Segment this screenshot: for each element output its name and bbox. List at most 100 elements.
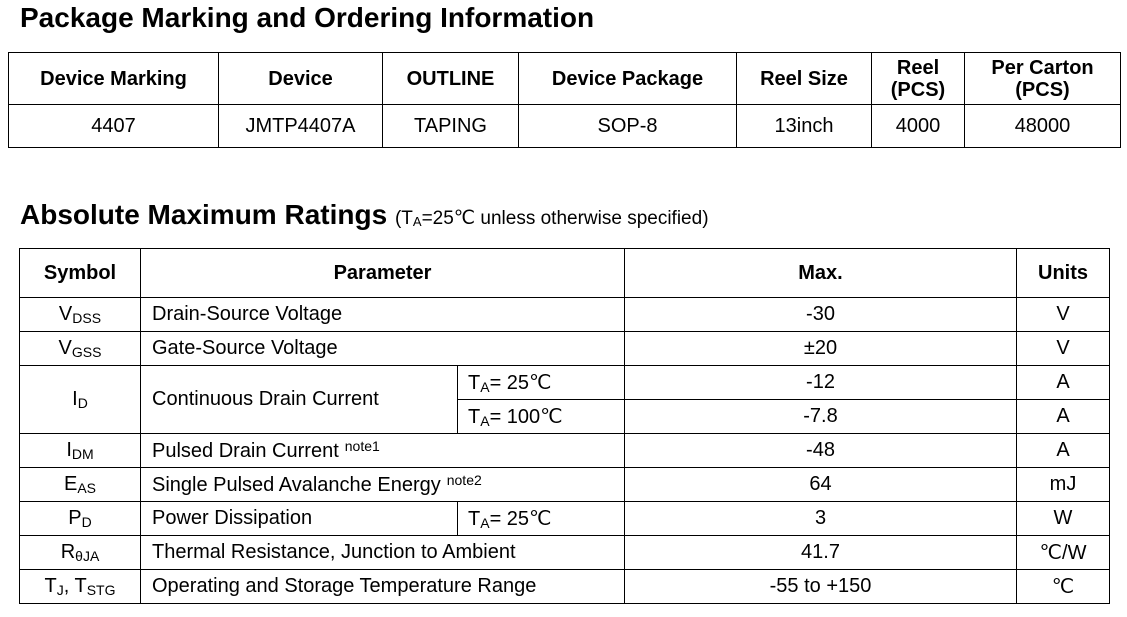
table-row: EAS Single Pulsed Avalanche Energy note2 … <box>19 467 1110 502</box>
param-rtheta: Thermal Resistance, Junction to Ambient <box>140 535 625 570</box>
max-pd: 3 <box>624 501 1017 536</box>
header-device-marking: Device Marking <box>8 52 219 105</box>
cell-device: JMTP4407A <box>218 104 383 148</box>
symbol-sub: J <box>56 582 64 598</box>
ordering-table: Device Marking Device OUTLINE Device Pac… <box>8 52 1121 148</box>
unit-id-25: A <box>1016 365 1110 400</box>
param-tj: Operating and Storage Temperature Range <box>140 569 625 604</box>
header-device: Device <box>218 52 383 105</box>
table-row: VDSS Drain-Source Voltage -30 V <box>19 297 1110 332</box>
param-idm-cell: Pulsed Drain Current note1 <box>140 433 625 468</box>
symbol-sub: D <box>81 514 92 530</box>
symbol-main: I <box>72 388 78 410</box>
symbol-main: P <box>68 507 82 529</box>
unit-tj: ℃ <box>1016 569 1110 604</box>
condition-id-100: TA= 100℃ <box>457 399 625 434</box>
symbol-sub: θJA <box>75 548 100 564</box>
ordering-header-row: Device Marking Device OUTLINE Device Pac… <box>8 52 1121 105</box>
table-row: IDM Pulsed Drain Current note1 -48 A <box>19 433 1110 468</box>
symbol-tj-tstg: TJ, TSTG <box>19 569 141 604</box>
cond-value: = 100℃ <box>489 406 563 428</box>
table-row: PD Power Dissipation TA= 25℃ 3 W <box>19 501 1110 536</box>
symbol-main: I <box>66 439 72 461</box>
max-vgss: ±20 <box>624 331 1017 366</box>
symbol-main: E <box>63 473 78 495</box>
symbol-main: V <box>58 303 73 325</box>
symbol-pd: PD <box>19 501 141 536</box>
cell-outline: TAPING <box>382 104 519 148</box>
header-device-package: Device Package <box>518 52 737 105</box>
cond-main: T <box>468 508 481 530</box>
header-outline: OUTLINE <box>382 52 519 105</box>
ratings-title-block: Absolute Maximum Ratings (TA=25℃ unless … <box>20 201 709 229</box>
condition-id-25: TA= 25℃ <box>457 365 625 400</box>
cell-device-package: SOP-8 <box>518 104 737 148</box>
cond-sub: A <box>480 379 490 395</box>
param-eas-cell: Single Pulsed Avalanche Energy note2 <box>140 467 625 502</box>
max-idm: -48 <box>624 433 1017 468</box>
ratings-condition: (TA=25℃ unless otherwise specified) <box>395 208 709 229</box>
param-pd: Power Dissipation <box>140 501 458 536</box>
cell-reel-size: 13inch <box>736 104 872 148</box>
header-parameter: Parameter <box>140 248 625 298</box>
footnote-ref: note1 <box>344 438 380 454</box>
cell-device-marking: 4407 <box>8 104 219 148</box>
table-row: TJ, TSTG Operating and Storage Temperatu… <box>19 569 1110 604</box>
footnote-ref: note2 <box>446 472 482 488</box>
table-row: 4407 JMTP4407A TAPING SOP-8 13inch 4000 … <box>8 104 1121 148</box>
ratings-title: Absolute Maximum Ratings <box>20 199 388 230</box>
symbol-main: R <box>60 541 76 563</box>
unit-pd: W <box>1016 501 1110 536</box>
max-id-100: -7.8 <box>624 399 1017 434</box>
header-units: Units <box>1016 248 1110 298</box>
symbol-sub: D <box>77 395 88 411</box>
cell-reel-pcs: 4000 <box>871 104 965 148</box>
header-symbol: Symbol <box>19 248 141 298</box>
cond-value: = 25℃ <box>489 372 552 394</box>
symbol-id: ID <box>19 365 141 434</box>
max-tj: -55 to +150 <box>624 569 1017 604</box>
symbol-rtheta: RθJA <box>19 535 141 570</box>
cond-sub: A <box>480 413 490 429</box>
symbol-sub: DSS <box>72 310 102 326</box>
symbol-sub: GSS <box>71 344 102 360</box>
symbol-sub: STG <box>86 582 116 598</box>
unit-rtheta: ℃/W <box>1016 535 1110 570</box>
header-max: Max. <box>624 248 1017 298</box>
condition-prefix: (T <box>394 208 413 229</box>
ratings-header-row: Symbol Parameter Max. Units <box>19 248 1110 298</box>
param-eas: Single Pulsed Avalanche Energy <box>152 474 441 496</box>
max-eas: 64 <box>624 467 1017 502</box>
unit-vgss: V <box>1016 331 1110 366</box>
symbol-main: V <box>58 337 72 359</box>
unit-idm: A <box>1016 433 1110 468</box>
condition-pd: TA= 25℃ <box>457 501 625 536</box>
param-vdss: Drain-Source Voltage <box>140 297 625 332</box>
ratings-table: Symbol Parameter Max. Units VDSS Drain-S… <box>19 248 1110 604</box>
table-row: ID Continuous Drain Current TA= 25℃ -12 … <box>19 365 1110 434</box>
table-row: RθJA Thermal Resistance, Junction to Amb… <box>19 535 1110 570</box>
header-per-carton: Per Carton (PCS) <box>964 52 1121 105</box>
symbol-vgss: VGSS <box>19 331 141 366</box>
symbol-idm: IDM <box>19 433 141 468</box>
header-reel-size: Reel Size <box>736 52 872 105</box>
symbol-sub: AS <box>77 480 97 496</box>
symbol-main: T <box>44 575 57 597</box>
condition-sub: A <box>412 214 422 229</box>
cell-per-carton: 48000 <box>964 104 1121 148</box>
cond-sub: A <box>480 515 490 531</box>
table-row: TA= 100℃ -7.8 A <box>20 399 1110 434</box>
cond-main: T <box>468 406 481 428</box>
max-id-25: -12 <box>624 365 1017 400</box>
param-id: Continuous Drain Current <box>140 365 458 434</box>
symbol-vdss: VDSS <box>19 297 141 332</box>
table-row: VGSS Gate-Source Voltage ±20 V <box>19 331 1110 366</box>
param-vgss: Gate-Source Voltage <box>140 331 625 366</box>
unit-id-100: A <box>1016 399 1110 434</box>
header-reel-pcs: Reel (PCS) <box>871 52 965 105</box>
condition-suffix: =25℃ unless otherwise specified) <box>421 208 709 229</box>
max-rtheta: 41.7 <box>624 535 1017 570</box>
unit-eas: mJ <box>1016 467 1110 502</box>
symbol-sub: DM <box>71 446 94 462</box>
unit-vdss: V <box>1016 297 1110 332</box>
